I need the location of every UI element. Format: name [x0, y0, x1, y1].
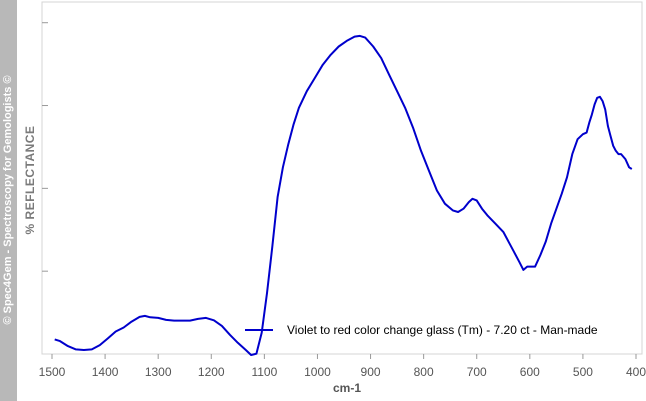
x-tick-label: 1400: [92, 365, 119, 379]
x-tick-label: 700: [467, 365, 487, 379]
x-tick-label: 1500: [39, 365, 66, 379]
x-tick-label: 1100: [251, 365, 277, 379]
legend: Violet to red color change glass (Tm) - …: [245, 323, 598, 337]
x-tick-label: 1300: [145, 365, 172, 379]
series-line: [54, 34, 633, 356]
x-tick-label: 400: [626, 365, 646, 379]
x-tick-label: 800: [414, 365, 434, 379]
x-tick-label: 1200: [198, 365, 225, 379]
series-layer: [54, 34, 633, 356]
x-axis-label: cm-1: [333, 381, 361, 395]
plot-area-frame: [41, 1, 643, 355]
x-tick-label: 900: [361, 365, 381, 379]
x-tick-label: 500: [573, 365, 593, 379]
x-tick-label: 600: [520, 365, 540, 379]
legend-label: Violet to red color change glass (Tm) - …: [287, 323, 598, 337]
x-tick-label: 1000: [304, 365, 331, 379]
watermark-bar: © Spec4Gem - Spectroscopy for Gemologist…: [0, 0, 17, 401]
axis-ticks: 1500 1400 1300 1200 1100 1000 900 800 700 600 500 4…: [39, 22, 646, 379]
